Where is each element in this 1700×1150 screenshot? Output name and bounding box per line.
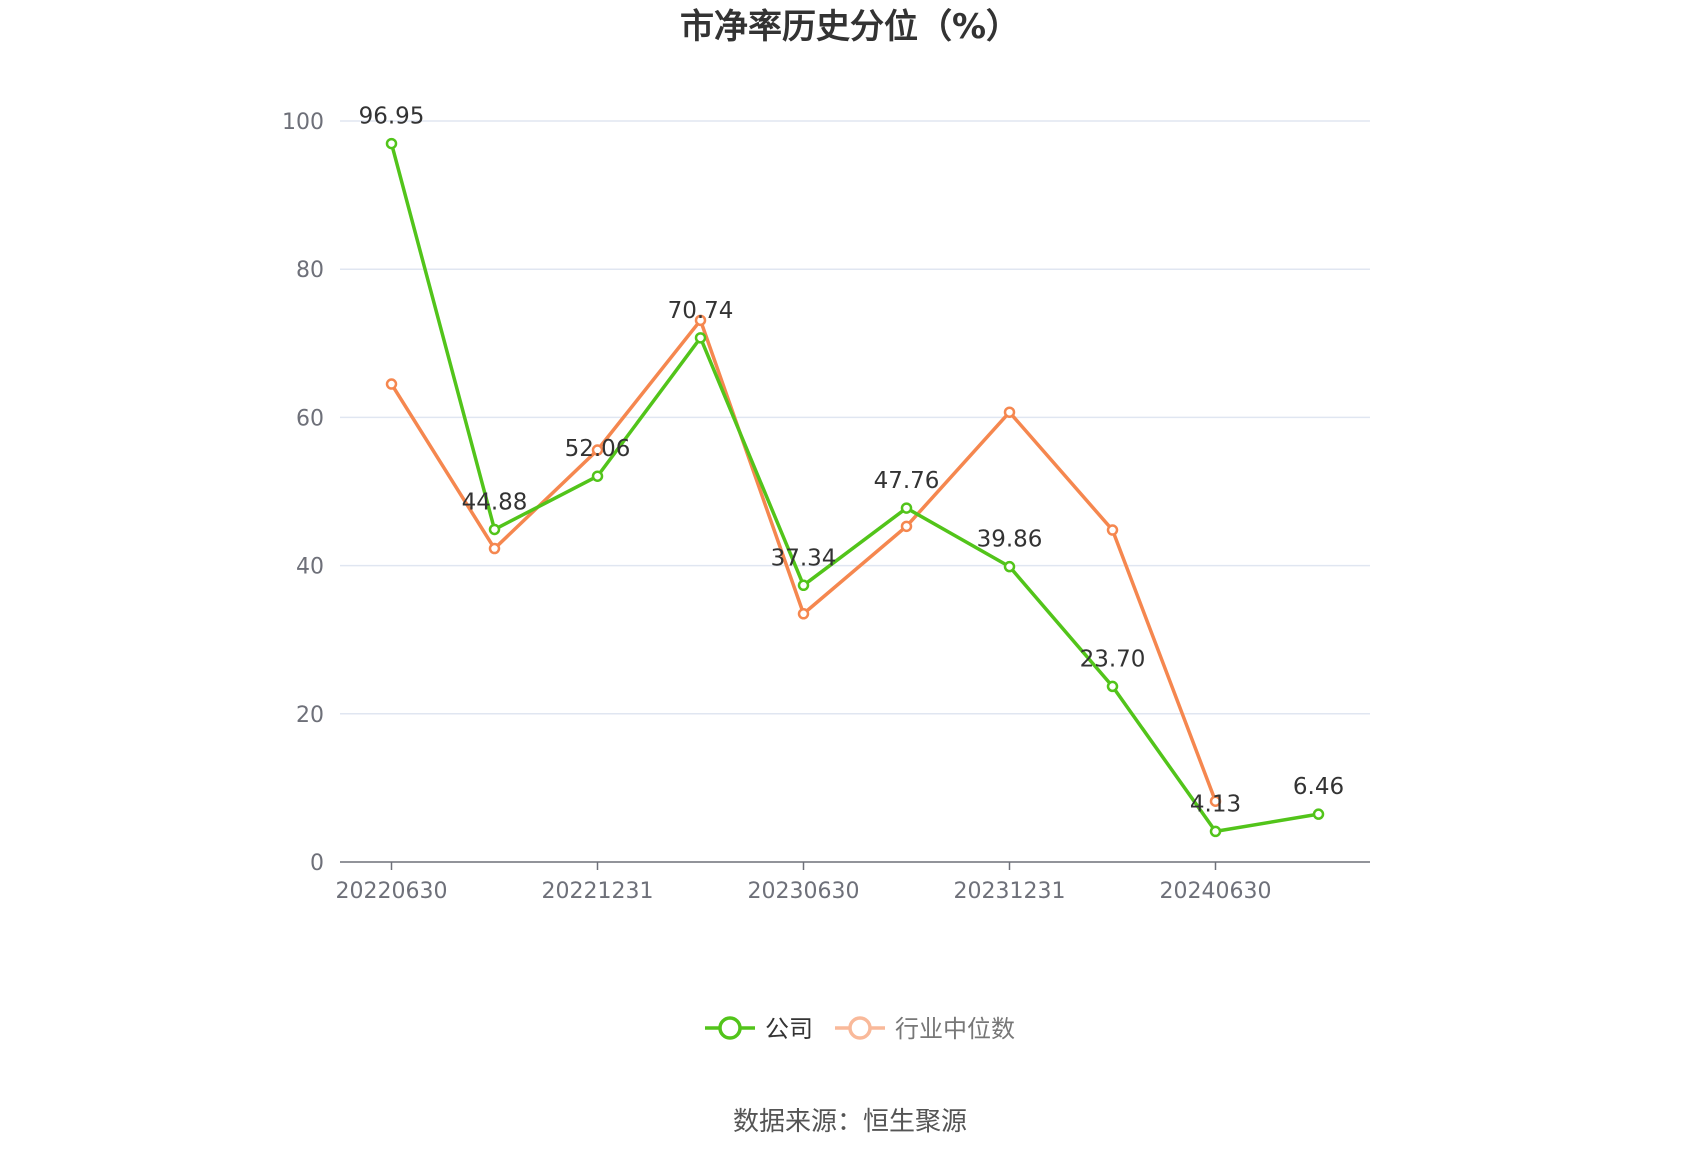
- data-point[interactable]: [385, 378, 398, 390]
- data-point[interactable]: [900, 520, 913, 533]
- series-lines: [385, 137, 1325, 838]
- legend-marker-icon: [848, 1016, 872, 1040]
- x-tick-label: 20230630: [748, 879, 860, 904]
- x-tick-label: 20220630: [336, 879, 448, 904]
- legend-item[interactable]: 行业中位数: [835, 1015, 1015, 1043]
- x-tick-label: 20231231: [954, 879, 1066, 904]
- legend[interactable]: 公司 行业中位数: [705, 1015, 1015, 1043]
- data-point[interactable]: [694, 314, 707, 327]
- data-label: 44.88: [462, 489, 528, 515]
- data-label: 37.34: [771, 545, 837, 571]
- data-label: 96.95: [359, 104, 425, 130]
- legend-label: 行业中位数: [895, 1015, 1015, 1043]
- data-label: 47.76: [874, 468, 940, 494]
- data-source-note: 数据来源：恒生聚源: [733, 1107, 967, 1137]
- data-point[interactable]: [1209, 825, 1222, 838]
- data-labels: 96.95 44.88 52.06 70.74 37.34 47.76 39.86 23.70…: [359, 104, 1345, 818]
- data-point[interactable]: [1209, 795, 1222, 807]
- x-tick-label: 20221231: [542, 879, 654, 904]
- data-point[interactable]: [591, 444, 604, 456]
- data-point[interactable]: [1003, 560, 1016, 573]
- data-point[interactable]: [1106, 524, 1119, 536]
- data-label: 6.46: [1293, 774, 1344, 800]
- chart-title: 市净率历史分位（%）: [680, 7, 1020, 47]
- axes: 0 20 40 60 80 100 20220630 20221231 20230630 2023…: [282, 110, 1370, 904]
- data-point[interactable]: [694, 332, 707, 344]
- data-label: 52.06: [565, 436, 631, 462]
- x-tick-label: 20240630: [1160, 879, 1272, 904]
- series-line: [389, 143, 1319, 834]
- data-point[interactable]: [385, 137, 398, 150]
- y-tick-label: 20: [296, 703, 324, 728]
- data-label: 39.86: [977, 527, 1043, 553]
- data-point[interactable]: [591, 470, 604, 482]
- y-tick-label: 80: [296, 258, 324, 283]
- legend-marker-icon: [718, 1016, 742, 1040]
- data-point[interactable]: [1312, 808, 1325, 820]
- legend-label: 公司: [765, 1015, 813, 1043]
- data-point[interactable]: [900, 502, 913, 514]
- grid-lines: [340, 120, 1370, 715]
- data-point[interactable]: [797, 608, 810, 620]
- y-tick-label: 60: [296, 406, 324, 431]
- y-tick-label: 40: [296, 555, 324, 580]
- data-point[interactable]: [488, 542, 501, 555]
- data-point[interactable]: [1106, 680, 1119, 693]
- legend-item[interactable]: 公司: [705, 1015, 813, 1043]
- data-label: 23.70: [1080, 646, 1146, 672]
- y-tick-label: 100: [282, 110, 324, 135]
- data-label: 70.74: [668, 298, 734, 324]
- data-point[interactable]: [488, 523, 501, 536]
- data-point[interactable]: [797, 579, 810, 592]
- data-label: 4.13: [1190, 791, 1241, 817]
- data-point[interactable]: [1003, 406, 1016, 418]
- y-tick-label: 0: [310, 851, 324, 876]
